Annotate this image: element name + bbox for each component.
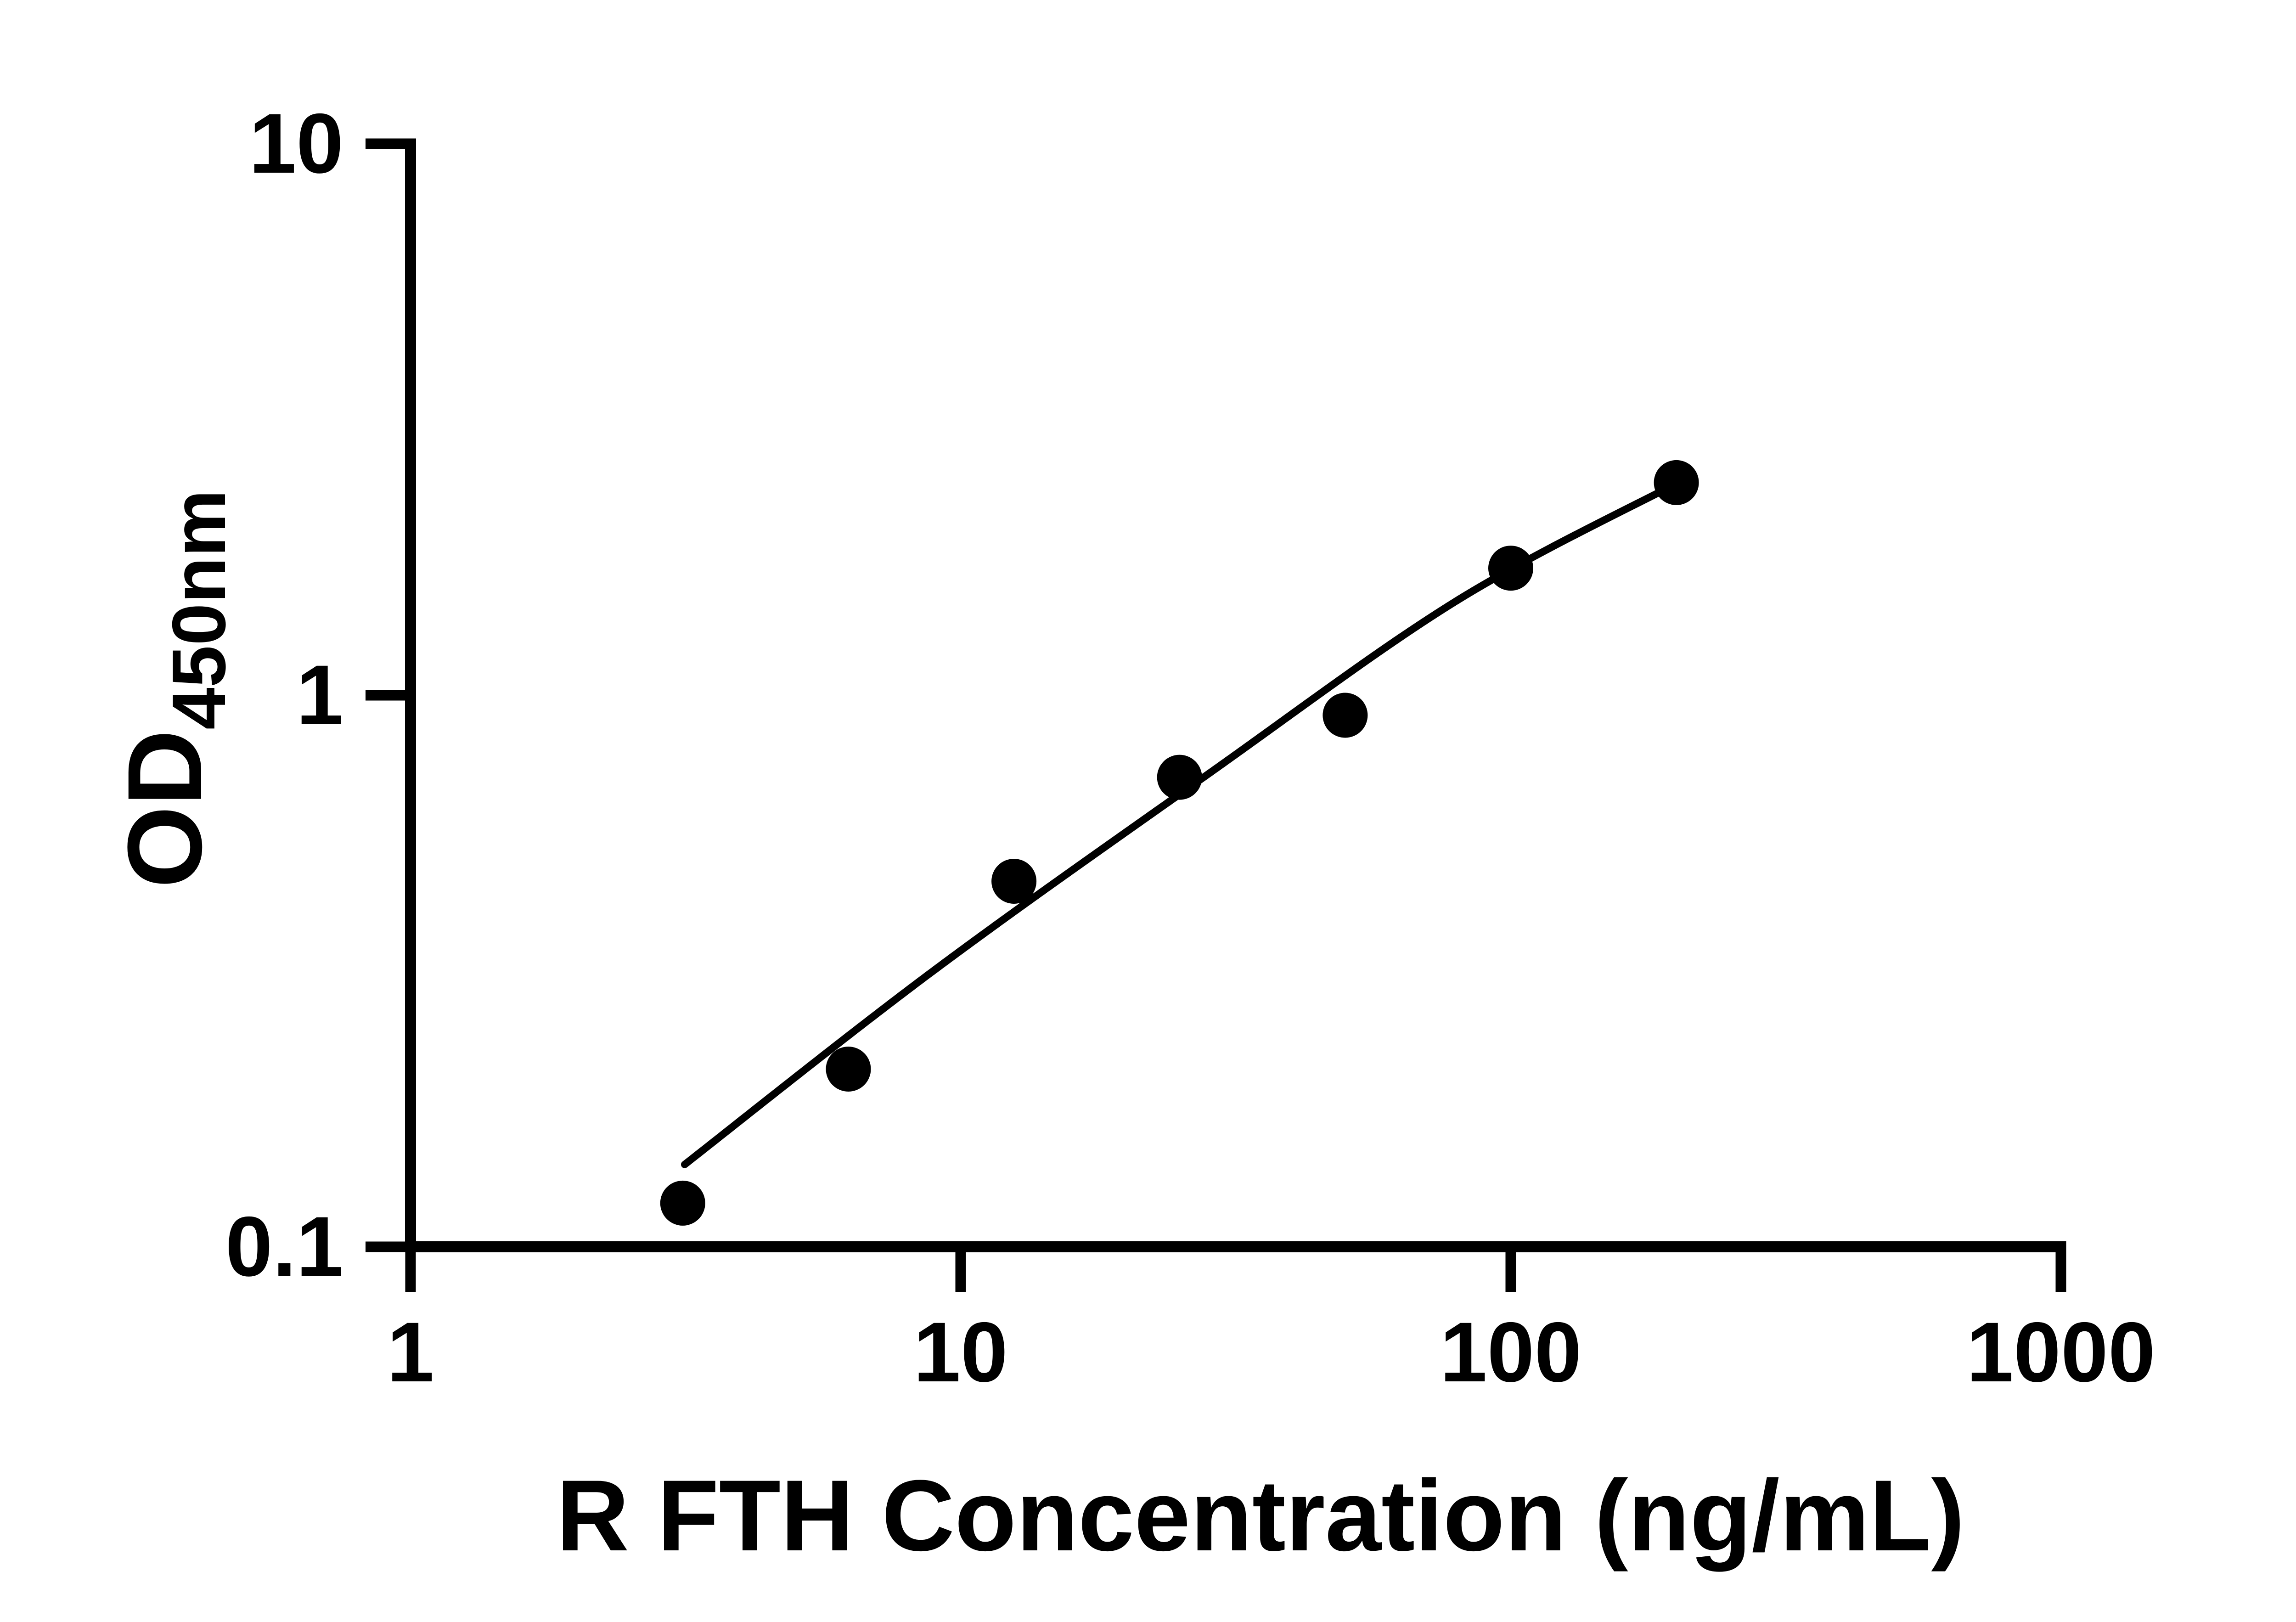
x-tick-label: 100 [1440,1305,1582,1400]
y-tick [366,690,411,701]
y-axis-title-main: OD [106,729,224,888]
x-axis-line [405,1241,2066,1252]
x-tick-label: 10 [913,1305,1008,1400]
y-tick-label: 0.1 [225,1200,343,1294]
data-point [660,1180,705,1226]
x-tick [2055,1241,2066,1292]
x-axis-title: R FTH Concentration (ng/mL) [556,1459,1965,1572]
data-point [1322,693,1368,738]
y-axis-title: OD450nm [106,490,241,888]
x-tick [1505,1241,1516,1292]
y-tick [366,1241,411,1252]
x-tick [405,1241,416,1292]
data-point [826,1047,871,1092]
data-point [991,859,1037,904]
x-tick-label: 1000 [1966,1305,2155,1400]
y-axis-title-subscript: 450nm [157,490,241,730]
data-point [1157,755,1202,800]
data-point [1488,546,1533,591]
x-tick-label: 1 [387,1305,434,1400]
y-tick-label: 1 [296,648,343,743]
y-tick [366,138,411,149]
y-tick-label: 10 [249,96,343,191]
x-tick [955,1241,966,1292]
data-point [1654,460,1699,505]
